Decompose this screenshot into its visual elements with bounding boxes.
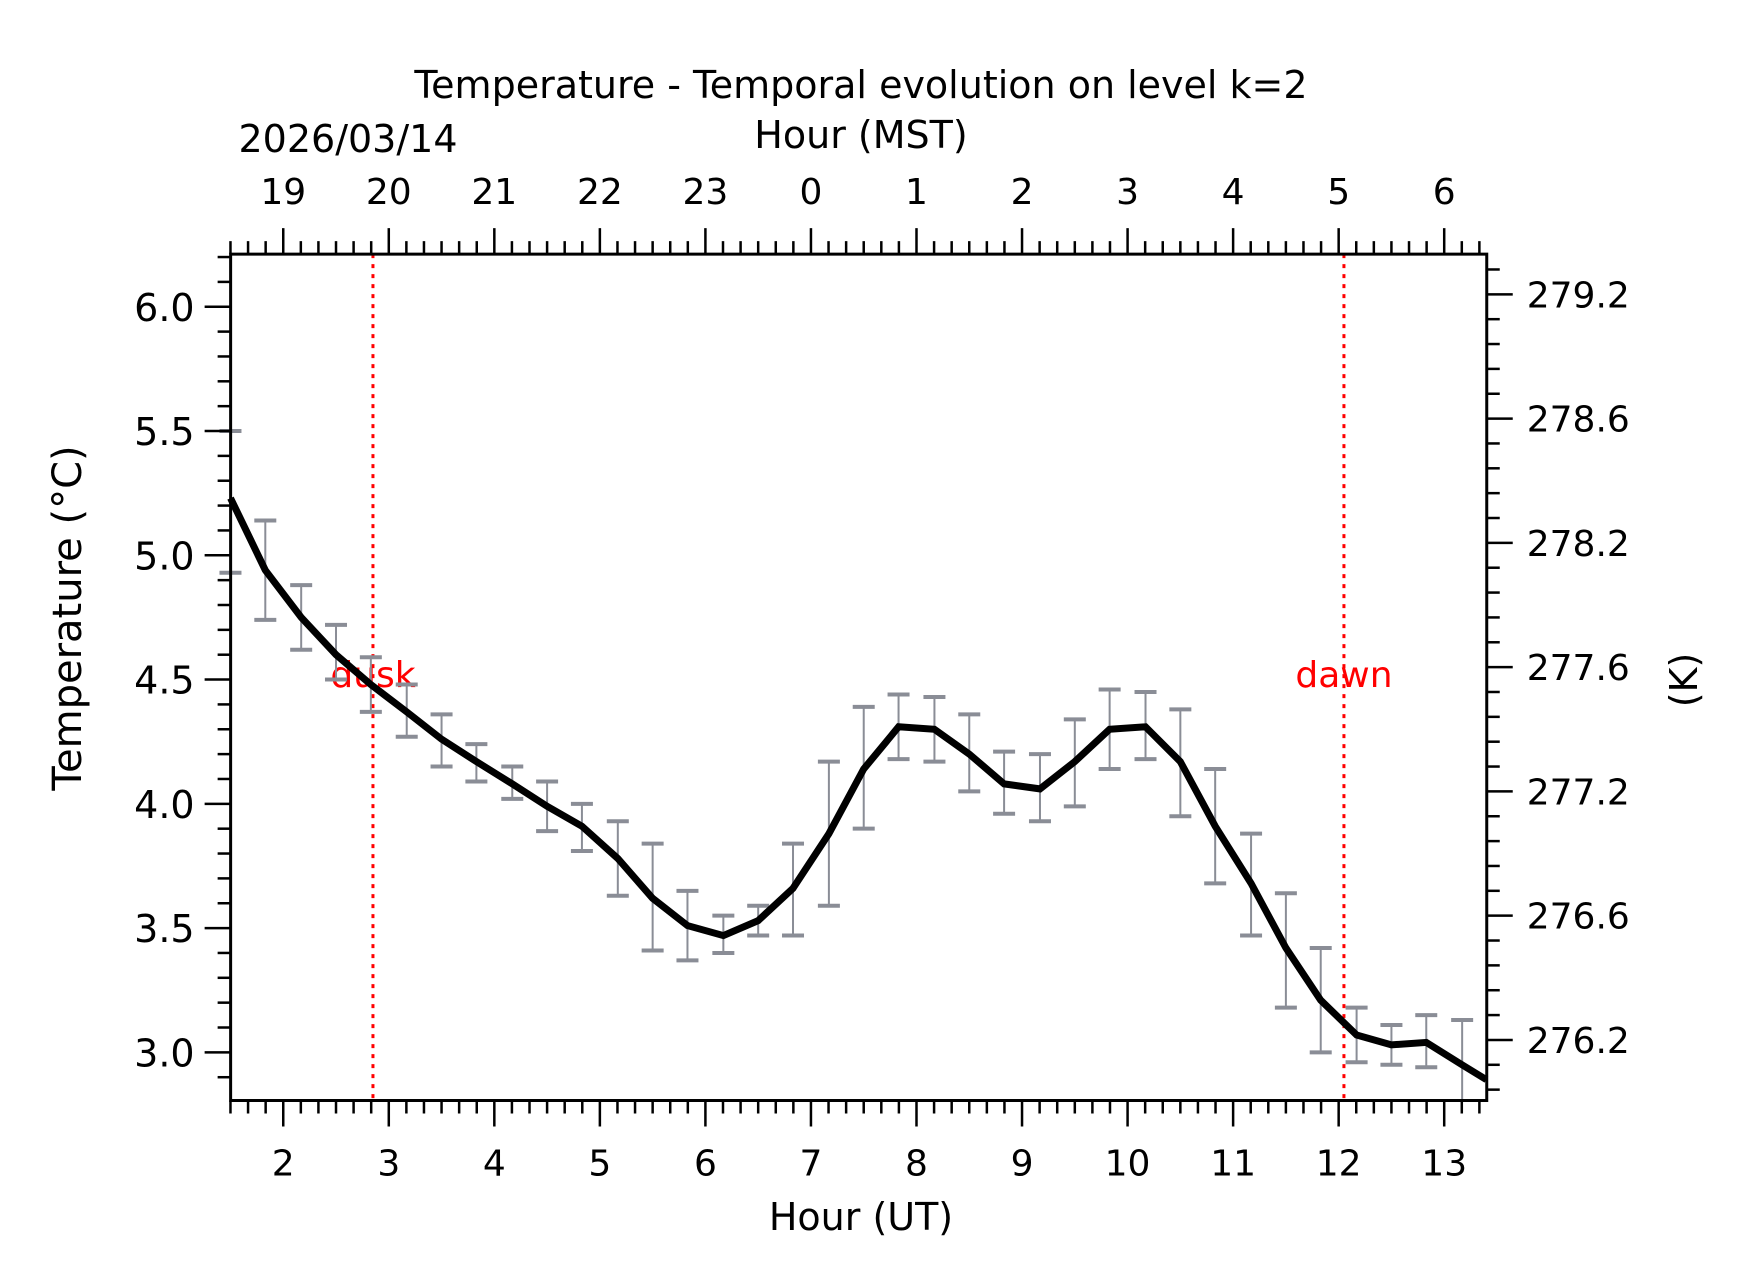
x-tick-label: 10 — [1105, 1144, 1151, 1185]
y-tick-label: 4.5 — [134, 659, 194, 703]
x2-tick-label: 2 — [1011, 172, 1034, 213]
plot-frame — [229, 252, 1489, 1103]
x-tick-label: 2 — [272, 1144, 295, 1185]
right-axis-label: (K) — [1662, 653, 1706, 708]
x-tick-label: 6 — [694, 1144, 717, 1185]
x2-tick-label: 19 — [260, 172, 306, 213]
bottom-axis-label: Hour (UT) — [769, 1195, 953, 1239]
y2-tick-label: 276.2 — [1527, 1021, 1630, 1062]
x2-tick-label: 0 — [799, 172, 822, 213]
y-tick-label: 4.0 — [134, 783, 194, 827]
x-tick-label: 8 — [905, 1144, 928, 1185]
chart-title: Temperature - Temporal evolution on leve… — [413, 63, 1307, 107]
y2-tick-label: 277.6 — [1527, 648, 1630, 689]
left-axis-label: Temperature (°C) — [45, 445, 91, 791]
y2-tick-label: 278.2 — [1527, 524, 1630, 565]
x2-tick-label: 5 — [1327, 172, 1350, 213]
x2-tick-label: 4 — [1222, 172, 1245, 213]
x2-tick-label: 22 — [577, 172, 623, 213]
error-bar — [1451, 1018, 1474, 1101]
y2-tick-label: 276.6 — [1527, 897, 1630, 938]
temperature-series-line — [227, 496, 1489, 1083]
y-tick-label: 6.0 — [134, 286, 194, 330]
x-tick-label: 9 — [1011, 1144, 1034, 1185]
x2-tick-label: 6 — [1433, 172, 1456, 213]
x-tick-label: 11 — [1210, 1144, 1256, 1185]
y-tick-label: 5.5 — [134, 410, 194, 454]
dawn-label: dawn — [1295, 655, 1392, 696]
x-tick-label: 12 — [1316, 1144, 1362, 1185]
date-label: 2026/03/14 — [238, 117, 457, 161]
x-tick-label: 13 — [1421, 1144, 1467, 1185]
top-axis-label: Hour (MST) — [754, 113, 967, 157]
x2-tick-label: 1 — [905, 172, 928, 213]
y-tick-label: 5.0 — [134, 534, 194, 578]
y-tick-label: 3.5 — [134, 907, 194, 951]
x2-tick-label: 23 — [683, 172, 729, 213]
x-tick-label: 5 — [588, 1144, 611, 1185]
x-tick-label: 3 — [377, 1144, 400, 1185]
x-tick-label: 7 — [799, 1144, 822, 1185]
line-layer — [227, 496, 1489, 1083]
y2-tick-label: 278.6 — [1527, 400, 1630, 441]
y2-tick-label: 277.2 — [1527, 772, 1630, 813]
x2-tick-label: 3 — [1116, 172, 1139, 213]
y-tick-label: 3.0 — [134, 1031, 194, 1075]
x2-tick-label: 21 — [471, 172, 517, 213]
y2-tick-label: 279.2 — [1527, 275, 1630, 316]
x2-tick-label: 20 — [366, 172, 412, 213]
x-tick-label: 4 — [483, 1144, 506, 1185]
